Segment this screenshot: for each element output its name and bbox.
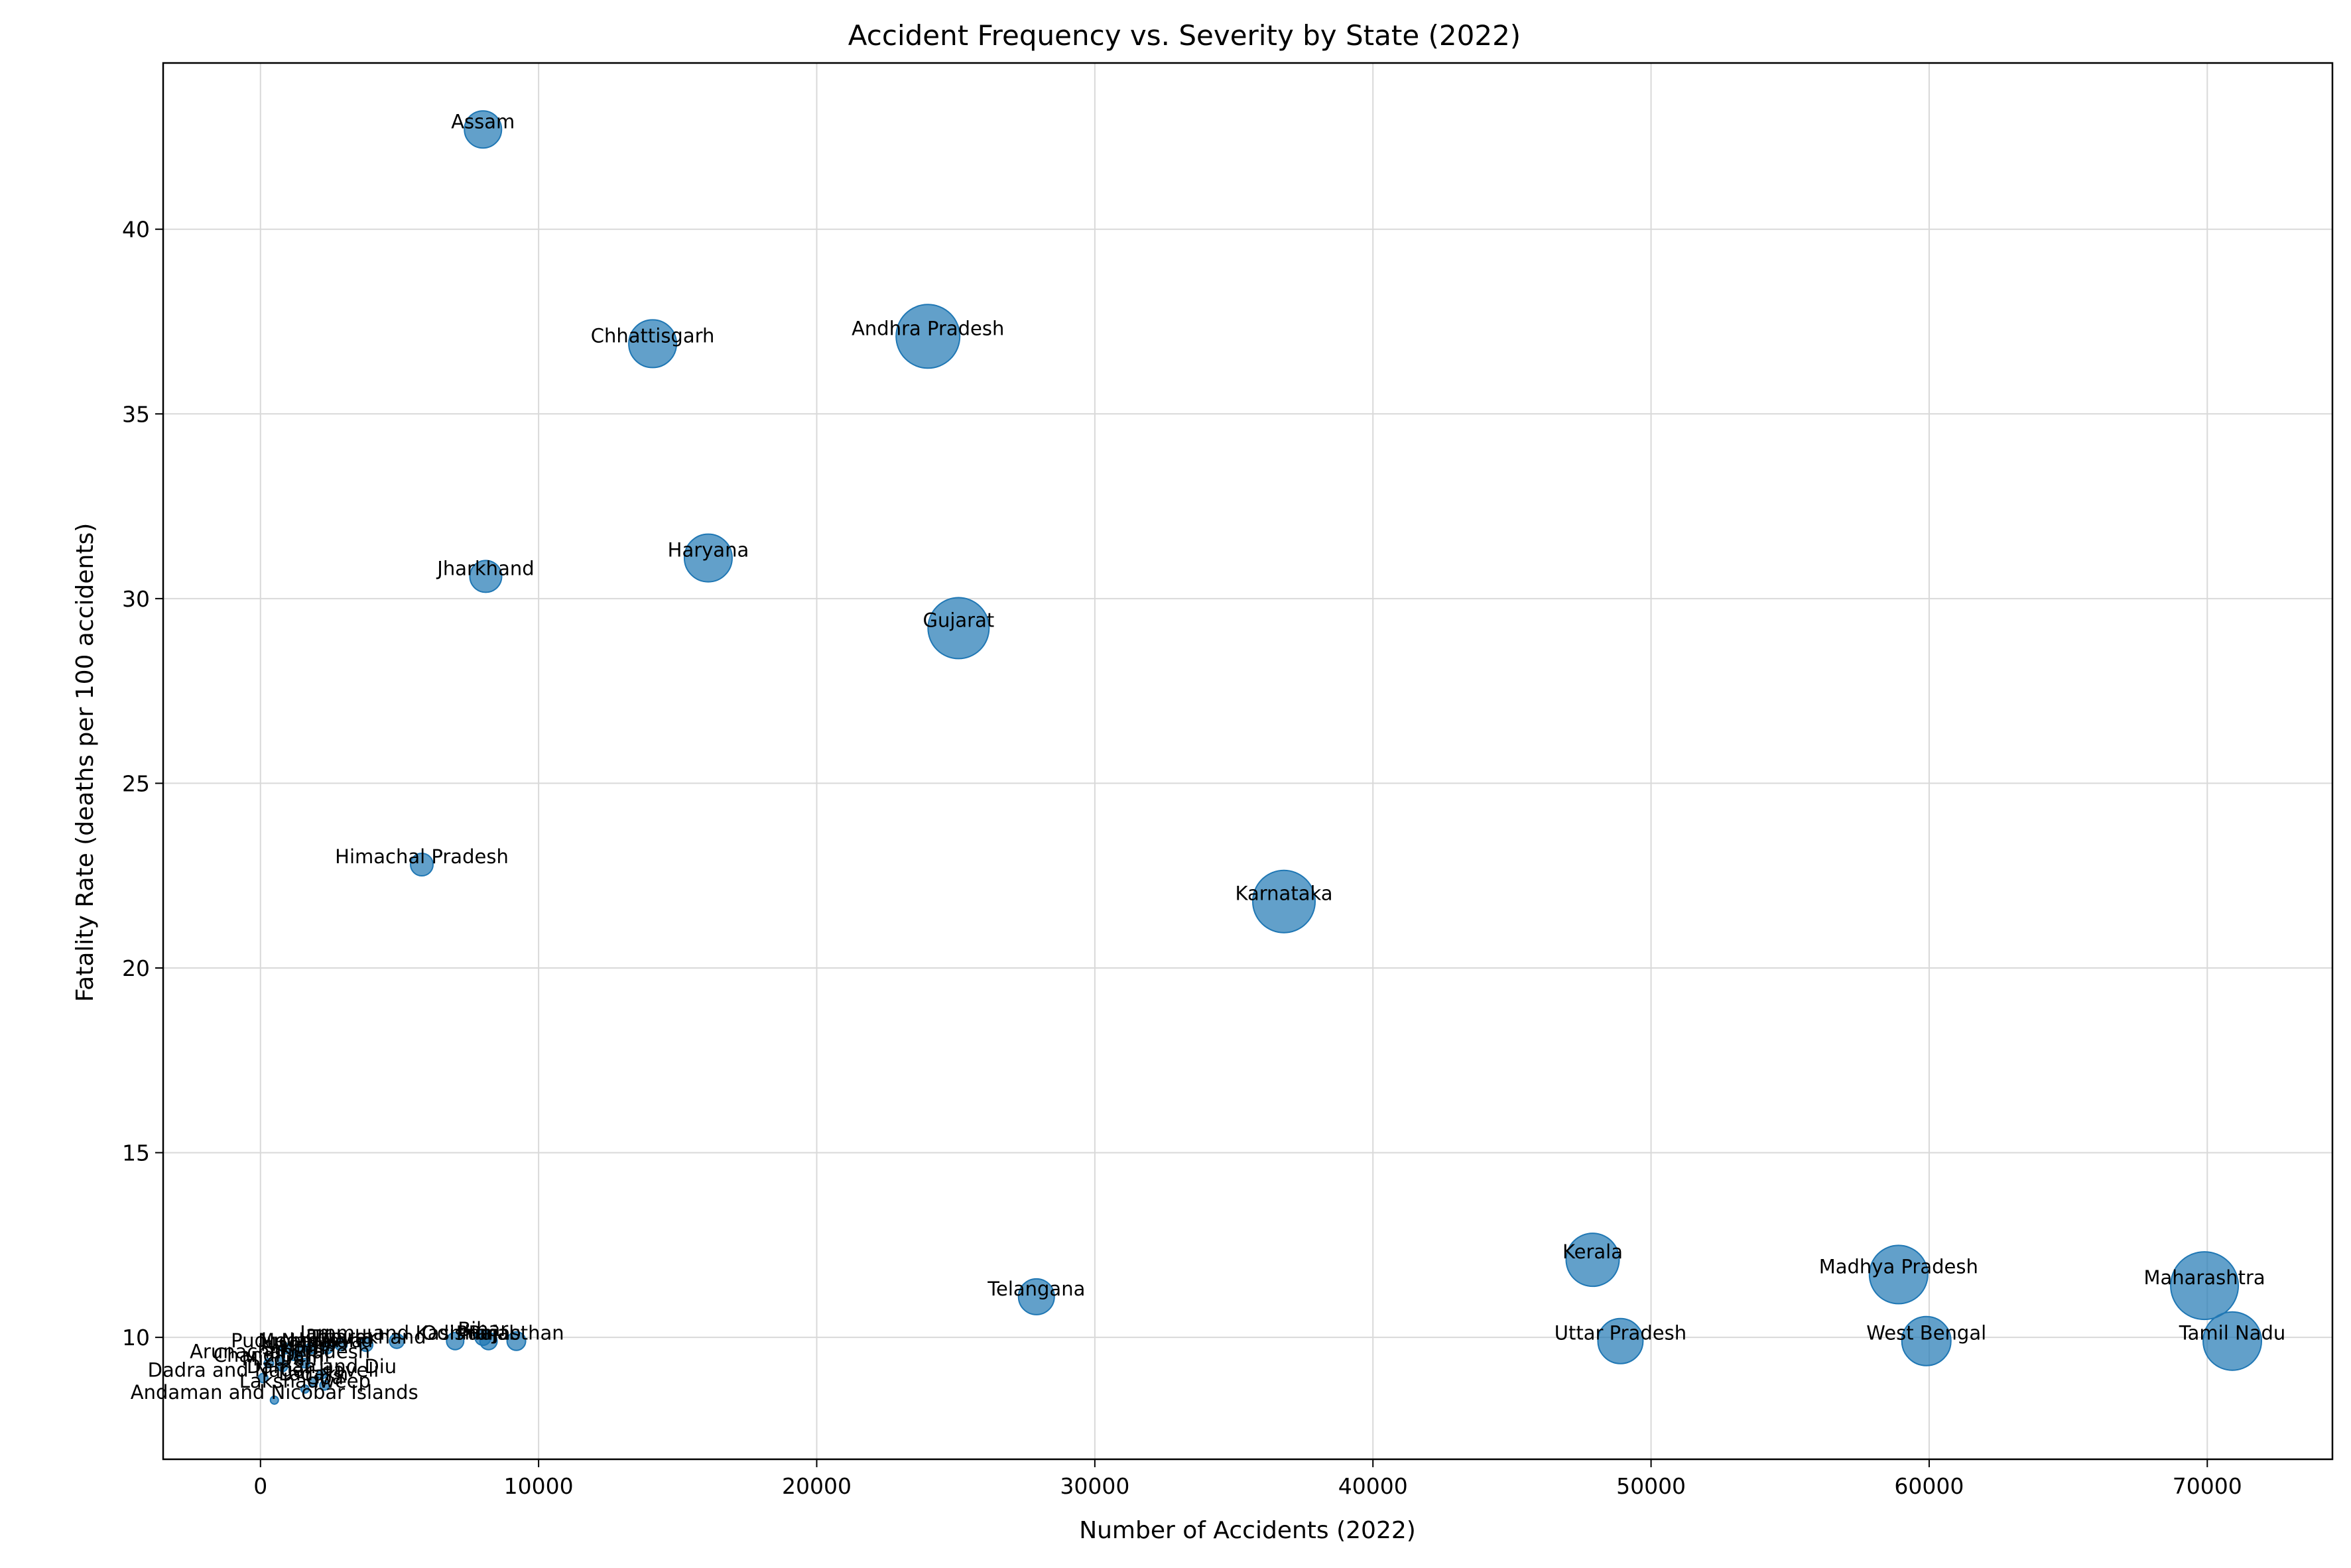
x-tick-label: 60000 (1894, 1473, 1964, 1499)
data-label: Rajasthan (469, 1322, 564, 1345)
data-label: Tripura (307, 1325, 374, 1348)
data-point (288, 1351, 300, 1361)
data-label: Goa (305, 1366, 344, 1389)
data-point (277, 1361, 288, 1372)
data-point (895, 304, 961, 369)
data-label: Maharashtra (2143, 1266, 2265, 1289)
data-label: Lakshadweep (239, 1370, 371, 1392)
data-label: Telangana (987, 1278, 1085, 1300)
data-point (279, 1342, 292, 1355)
data-point (410, 853, 434, 876)
data-label: Sikkim (262, 1337, 326, 1359)
data-label: Assam (451, 110, 515, 133)
data-point (299, 1358, 310, 1369)
data-label: Ladakh (279, 1362, 348, 1385)
x-tick-label: 10000 (504, 1473, 574, 1499)
data-point (389, 1333, 405, 1349)
data-label: Dadra and Nagar Haveli (148, 1358, 379, 1381)
data-point (1565, 1233, 1620, 1288)
data-point (446, 1331, 465, 1351)
x-tick-label: 50000 (1616, 1473, 1686, 1499)
data-label: Chhattisgarh (591, 324, 715, 347)
y-tick-label: 30 (122, 586, 150, 612)
data-label: Himachal Pradesh (335, 845, 509, 868)
data-label: Karnataka (1235, 882, 1332, 905)
data-point (474, 1329, 492, 1347)
data-label: Uttar Pradesh (1555, 1322, 1686, 1345)
data-point (927, 597, 990, 660)
data-point (506, 1331, 527, 1351)
x-tick-label: 30000 (1060, 1473, 1129, 1499)
data-point (269, 1395, 279, 1405)
data-label: Nagaland (281, 1329, 373, 1352)
grid-lines (163, 63, 2332, 1459)
data-point (683, 533, 733, 583)
data-point (1597, 1317, 1644, 1364)
y-tick-label: 20 (122, 955, 150, 981)
data-point (300, 1384, 310, 1394)
x-axis-label: Number of Accidents (2022) (1079, 1517, 1416, 1544)
data-label: Andhra Pradesh (852, 317, 1004, 339)
data-label: Mizoram (241, 1348, 324, 1370)
data-label: Arunachal Pradesh (190, 1341, 370, 1363)
data-label: Bihar (458, 1318, 508, 1341)
data-label: Puducherry (231, 1329, 340, 1352)
data-point (257, 1372, 269, 1384)
y-tick-label: 25 (122, 770, 150, 796)
data-label: Gujarat (922, 609, 994, 631)
data-point (319, 1380, 330, 1391)
data-label: Andaman and Nicobar Islands (131, 1381, 418, 1404)
data-point (334, 1338, 348, 1352)
y-axis-ticks: 10 15 20 25 30 35 40 (122, 217, 163, 1351)
data-label: Odisha (422, 1322, 489, 1345)
data-label: West Bengal (1866, 1322, 1986, 1345)
data-label: Kerala (1562, 1240, 1623, 1263)
data-label: Tamil Nadu (2179, 1322, 2286, 1345)
data-point (628, 319, 678, 369)
y-tick-label: 10 (122, 1325, 150, 1351)
chart-title: Accident Frequency vs. Severity by State… (848, 19, 1521, 52)
data-point (469, 560, 503, 593)
data-label: Chandigarh (214, 1344, 324, 1366)
y-axis-label: Fatality Rate (deaths per 100 accidents) (72, 523, 99, 1002)
data-label: Manipur (261, 1333, 339, 1355)
data-label: Meghalaya (258, 1329, 363, 1352)
data-point (316, 1368, 328, 1380)
data-label: Punjab (456, 1322, 521, 1345)
data-label: Delhi (281, 1344, 330, 1366)
y-tick-label: 15 (122, 1140, 150, 1166)
data-point (1901, 1315, 1952, 1366)
x-tick-label: 70000 (2173, 1473, 2242, 1499)
data-point (263, 1358, 275, 1369)
data-label: Daman and Diu (247, 1355, 397, 1378)
data-point (1868, 1244, 1929, 1305)
data-point (2170, 1251, 2240, 1321)
data-label: Jharkhand (436, 557, 534, 579)
data-label: Haryana (668, 539, 749, 562)
y-tick-label: 40 (122, 217, 150, 243)
data-label: Jammu and Kashmir (298, 1322, 493, 1345)
data-point (1252, 869, 1316, 934)
data-label: Madhya Pradesh (1819, 1255, 1978, 1278)
y-tick-label: 35 (122, 401, 150, 427)
data-point (1017, 1278, 1055, 1315)
data-point (359, 1337, 374, 1353)
data-point (308, 1376, 319, 1387)
x-tick-label: 0 (253, 1473, 267, 1499)
data-point (321, 1342, 334, 1355)
x-tick-label: 20000 (782, 1473, 852, 1499)
x-tick-label: 40000 (1338, 1473, 1408, 1499)
x-axis-ticks: 0 10000 20000 30000 40000 50000 60000 70000 (253, 1459, 2242, 1499)
data-labels: Assam Chhattisgarh Andhra Pradesh Jharkhand… (131, 110, 2286, 1404)
data-points (257, 110, 2263, 1405)
data-point (304, 1342, 317, 1355)
plot-frame (162, 62, 2334, 1461)
data-point (2202, 1311, 2263, 1371)
data-label: Uttarakhand (306, 1325, 426, 1348)
data-point (464, 110, 503, 149)
